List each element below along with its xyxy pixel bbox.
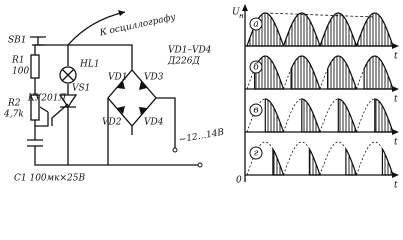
- arrow: [118, 10, 125, 16]
- hatch: [254, 55, 394, 90]
- label: КУ201Л: [27, 94, 67, 104]
- label: VD2: [102, 118, 122, 128]
- hatch: [246, 12, 394, 47]
- scope-lead: [67, 11, 126, 46]
- capacitor: [27, 139, 43, 152]
- hatch: [264, 98, 394, 133]
- time-label: t: [394, 52, 398, 62]
- label: Д226Д: [167, 57, 200, 67]
- panel-marker: [249, 60, 263, 74]
- label: R2: [7, 99, 21, 109]
- waveform: [246, 141, 394, 176]
- label: 4,7k: [3, 110, 24, 120]
- label: 100: [12, 67, 29, 77]
- time-label: t: [394, 138, 398, 148]
- bridge: [68, 44, 176, 165]
- diodes: [117, 81, 147, 115]
- r1: [30, 54, 40, 79]
- label: C1 100мк×25В: [14, 174, 85, 184]
- lamp: [59, 66, 77, 84]
- label: VD1: [108, 73, 127, 83]
- terminal: [197, 162, 203, 168]
- terminal: [172, 147, 178, 153]
- panel-marker: [249, 146, 263, 160]
- envelope: [265, 12, 375, 18]
- time-label: t: [394, 181, 398, 189]
- wires: [34, 44, 200, 166]
- hatch: [272, 148, 394, 176]
- panel-label: б: [253, 62, 259, 73]
- label: R1: [11, 56, 25, 66]
- panel-label: г: [254, 149, 259, 159]
- button: [30, 36, 46, 46]
- label: ~12...14В: [178, 128, 225, 146]
- label: VS1: [72, 84, 90, 94]
- panel-label: а: [253, 20, 258, 30]
- y-label: U: [232, 8, 240, 18]
- schematic: SB1 R1 100 R2 4,7k HL1 VS1 КУ201Л К осци…: [3, 10, 225, 184]
- label: HL1: [79, 60, 100, 70]
- panel-marker: [249, 17, 263, 31]
- y-label-sub: н: [239, 12, 244, 20]
- label: VD4: [144, 118, 164, 128]
- arrow: [392, 129, 399, 135]
- time-label: t: [394, 95, 398, 105]
- label: SB1: [8, 36, 27, 46]
- label: VD1–VD4: [168, 46, 212, 56]
- diagram: SB1 R1 100 R2 4,7k HL1 VS1 КУ201Л К осци…: [3, 4, 399, 188]
- label: VD3: [144, 73, 164, 83]
- r2: [30, 94, 40, 121]
- thyristor: [51, 94, 78, 165]
- arrow: [242, 4, 248, 11]
- r2-wiper: [35, 106, 49, 127]
- arrow: [392, 43, 399, 49]
- panel-label: в: [253, 106, 258, 116]
- arrow: [392, 86, 399, 92]
- panel-marker: [249, 103, 263, 117]
- lamp-cross: [61, 68, 75, 82]
- origin: 0: [236, 176, 242, 186]
- plots: U н 0 а t б t в t г t: [232, 4, 399, 188]
- arrow: [392, 172, 399, 178]
